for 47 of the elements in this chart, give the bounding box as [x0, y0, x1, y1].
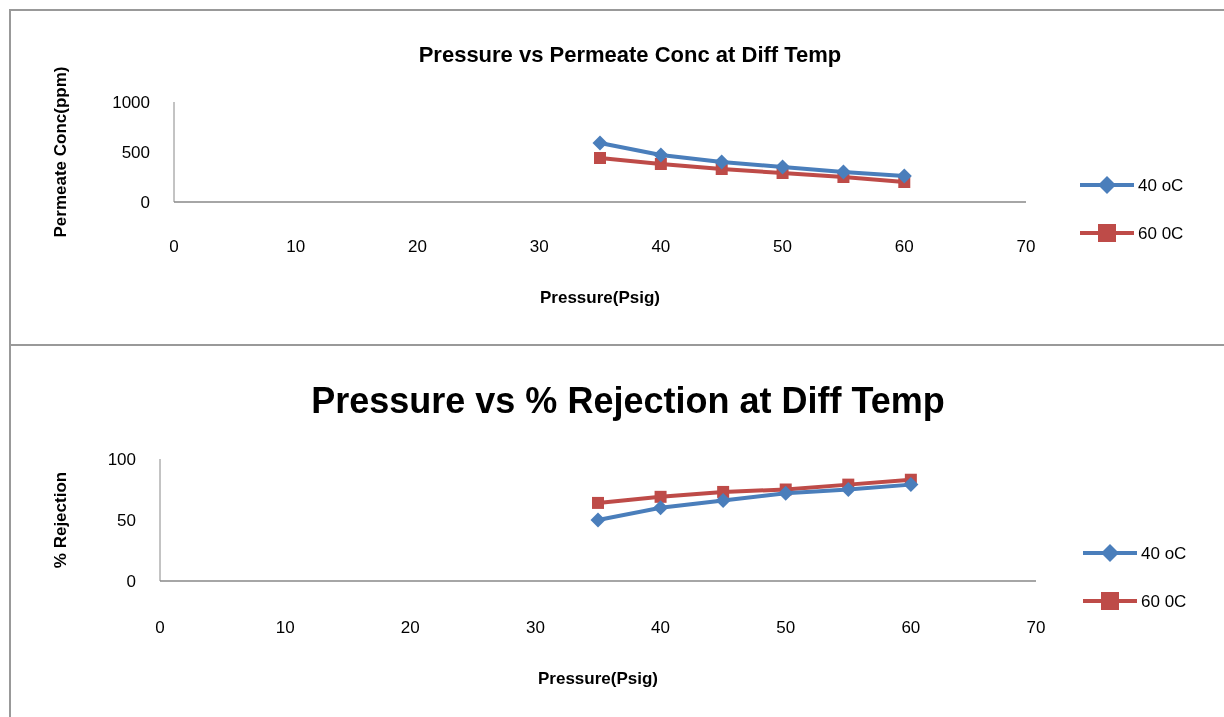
point: [896, 168, 912, 184]
x-tick-label: 40: [651, 618, 671, 637]
x-axis-title: Pressure(Psig): [538, 669, 658, 688]
y-axis-title: % Rejection: [51, 471, 70, 569]
x-tick-label: 60: [894, 237, 914, 256]
point: [840, 482, 856, 497]
x-tick-label: 0: [155, 618, 165, 637]
chart-title: Pressure vs % Rejection at Diff Temp: [311, 380, 945, 421]
x-tick-label: 0: [169, 237, 179, 256]
x-axis-title: Pressure(Psig): [540, 288, 660, 307]
x-tick-label: 50: [773, 237, 793, 256]
x-tick-label: 10: [275, 618, 295, 637]
y-tick-label: 500: [121, 143, 150, 162]
y-tick-label: 100: [107, 450, 136, 469]
x-tick-label: 20: [400, 618, 420, 637]
legend-label: 40 oC: [1138, 176, 1184, 195]
point: [775, 159, 791, 175]
point: [592, 135, 608, 151]
x-tick-label: 70: [1026, 618, 1046, 637]
x-tick-label: 70: [1016, 237, 1036, 256]
chart-title: Pressure vs Permeate Conc at Diff Temp: [418, 42, 842, 67]
x-tick-label: 20: [407, 237, 427, 256]
point: [715, 492, 731, 508]
legend-label: 60 0C: [1138, 224, 1184, 243]
legend-label: 60 0C: [1141, 592, 1187, 611]
x-tick-label: 40: [651, 237, 671, 256]
point: [654, 490, 667, 503]
point: [835, 164, 851, 180]
point: [592, 496, 604, 509]
y-tick-label: 0: [126, 572, 136, 591]
x-tick-label: 10: [286, 237, 306, 256]
point: [778, 485, 794, 501]
x-tick-label: 30: [529, 237, 549, 256]
point: [714, 154, 730, 170]
y-tick-label: 0: [140, 193, 150, 212]
point: [653, 147, 669, 163]
y-tick-label: 1000: [112, 93, 150, 112]
point: [594, 152, 606, 164]
x-tick-label: 50: [776, 618, 796, 637]
point: [590, 512, 606, 528]
legend-label: 40 oC: [1141, 544, 1187, 563]
point: [653, 500, 669, 516]
point: [903, 477, 919, 493]
x-tick-label: 30: [525, 618, 545, 637]
x-tick-label: 60: [901, 618, 921, 637]
y-axis-title: Permeate Conc(ppm): [51, 66, 70, 238]
y-tick-label: 50: [117, 511, 136, 530]
